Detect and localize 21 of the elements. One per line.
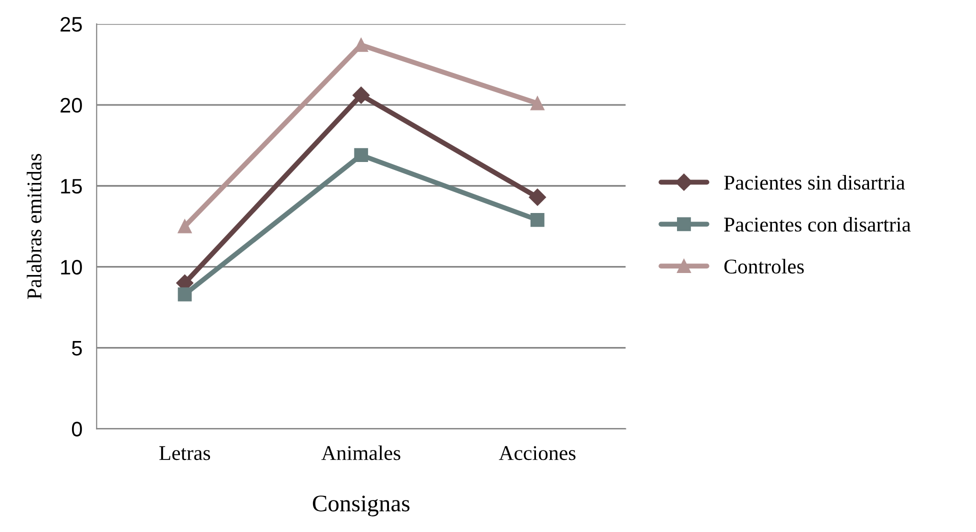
x-tick-label: Acciones	[498, 446, 576, 460]
y-tick-label: 20	[60, 98, 82, 113]
y-tick-label: 10	[61, 260, 82, 275]
point	[178, 287, 192, 302]
y-tick-label: 25	[60, 16, 82, 32]
legend-label: Controles	[724, 258, 804, 274]
y-tick-label: 5	[72, 341, 82, 356]
point	[178, 219, 192, 234]
legend-label: Pacientes sin disartria	[724, 175, 905, 190]
y-tick-label: 15	[61, 179, 82, 194]
point	[354, 148, 368, 162]
point	[352, 86, 370, 104]
x-tick-label: Animales	[321, 445, 400, 460]
legend-label: Pacientes con disartria	[724, 216, 911, 232]
x-tick-label: Letras	[159, 446, 210, 460]
x-axis-title: Consignas	[312, 496, 410, 516]
point	[528, 188, 546, 206]
point	[530, 212, 544, 227]
y-tick-label: 0	[72, 422, 82, 437]
y-axis-title: Palabras emitidas	[26, 154, 42, 299]
point	[530, 96, 544, 110]
